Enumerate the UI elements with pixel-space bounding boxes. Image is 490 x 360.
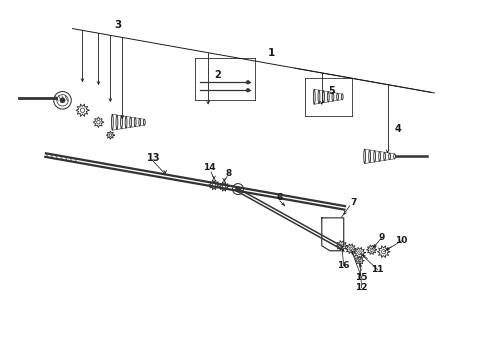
Circle shape (246, 81, 250, 84)
Text: 8: 8 (226, 169, 232, 178)
Text: 1: 1 (269, 48, 275, 58)
Text: 3: 3 (115, 20, 122, 30)
Text: 10: 10 (395, 236, 408, 245)
Text: 5: 5 (328, 86, 335, 96)
Text: 4: 4 (394, 125, 401, 134)
Text: 9: 9 (378, 233, 385, 242)
Text: 12: 12 (355, 283, 368, 292)
Text: 14: 14 (203, 163, 216, 172)
Text: 6: 6 (277, 193, 283, 202)
Text: 15: 15 (355, 273, 368, 282)
Text: 13: 13 (147, 153, 160, 163)
Circle shape (60, 98, 65, 103)
Text: 16: 16 (338, 261, 350, 270)
Circle shape (246, 89, 250, 92)
Text: 2: 2 (215, 69, 221, 80)
Text: 7: 7 (350, 198, 357, 207)
Circle shape (236, 186, 241, 192)
Text: 11: 11 (371, 265, 384, 274)
